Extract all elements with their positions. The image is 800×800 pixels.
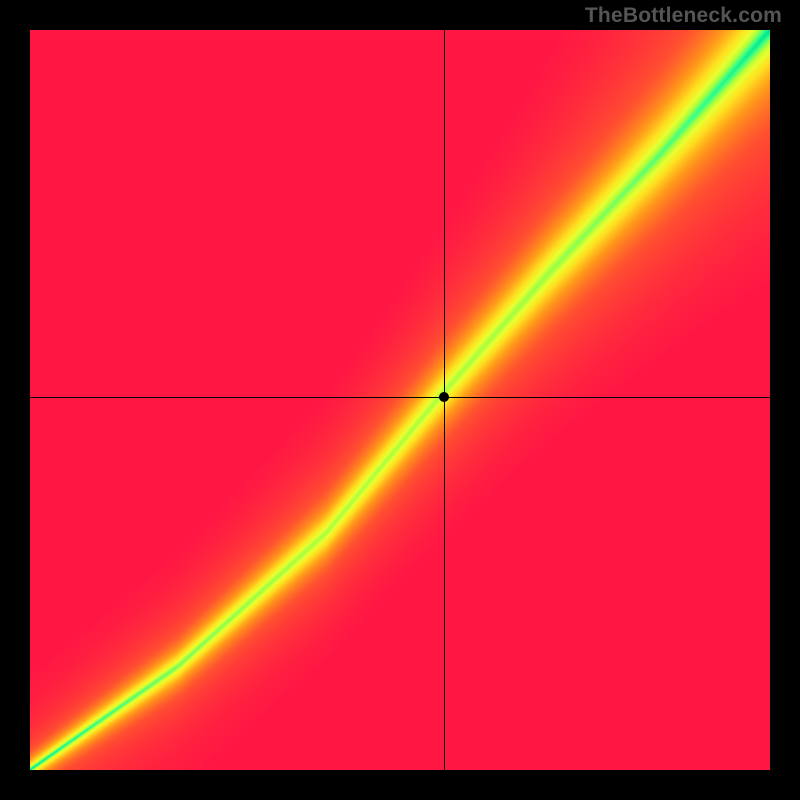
watermark-text: TheBottleneck.com (585, 4, 782, 28)
chart-container: TheBottleneck.com (0, 0, 800, 800)
heatmap-canvas (30, 30, 770, 770)
heatmap-plot (30, 30, 770, 770)
